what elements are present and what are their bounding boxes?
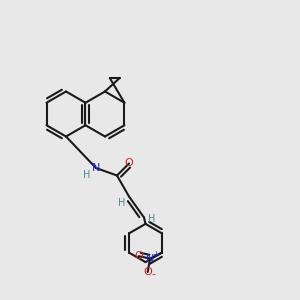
Text: N: N (146, 254, 154, 264)
Text: +: + (152, 250, 159, 259)
Text: H: H (83, 170, 91, 181)
Text: H: H (118, 197, 125, 208)
Text: N: N (92, 163, 100, 173)
Text: O: O (124, 158, 134, 169)
Text: -: - (151, 269, 155, 280)
Text: H: H (148, 214, 155, 224)
Text: O: O (134, 251, 143, 261)
Text: O: O (143, 267, 152, 277)
